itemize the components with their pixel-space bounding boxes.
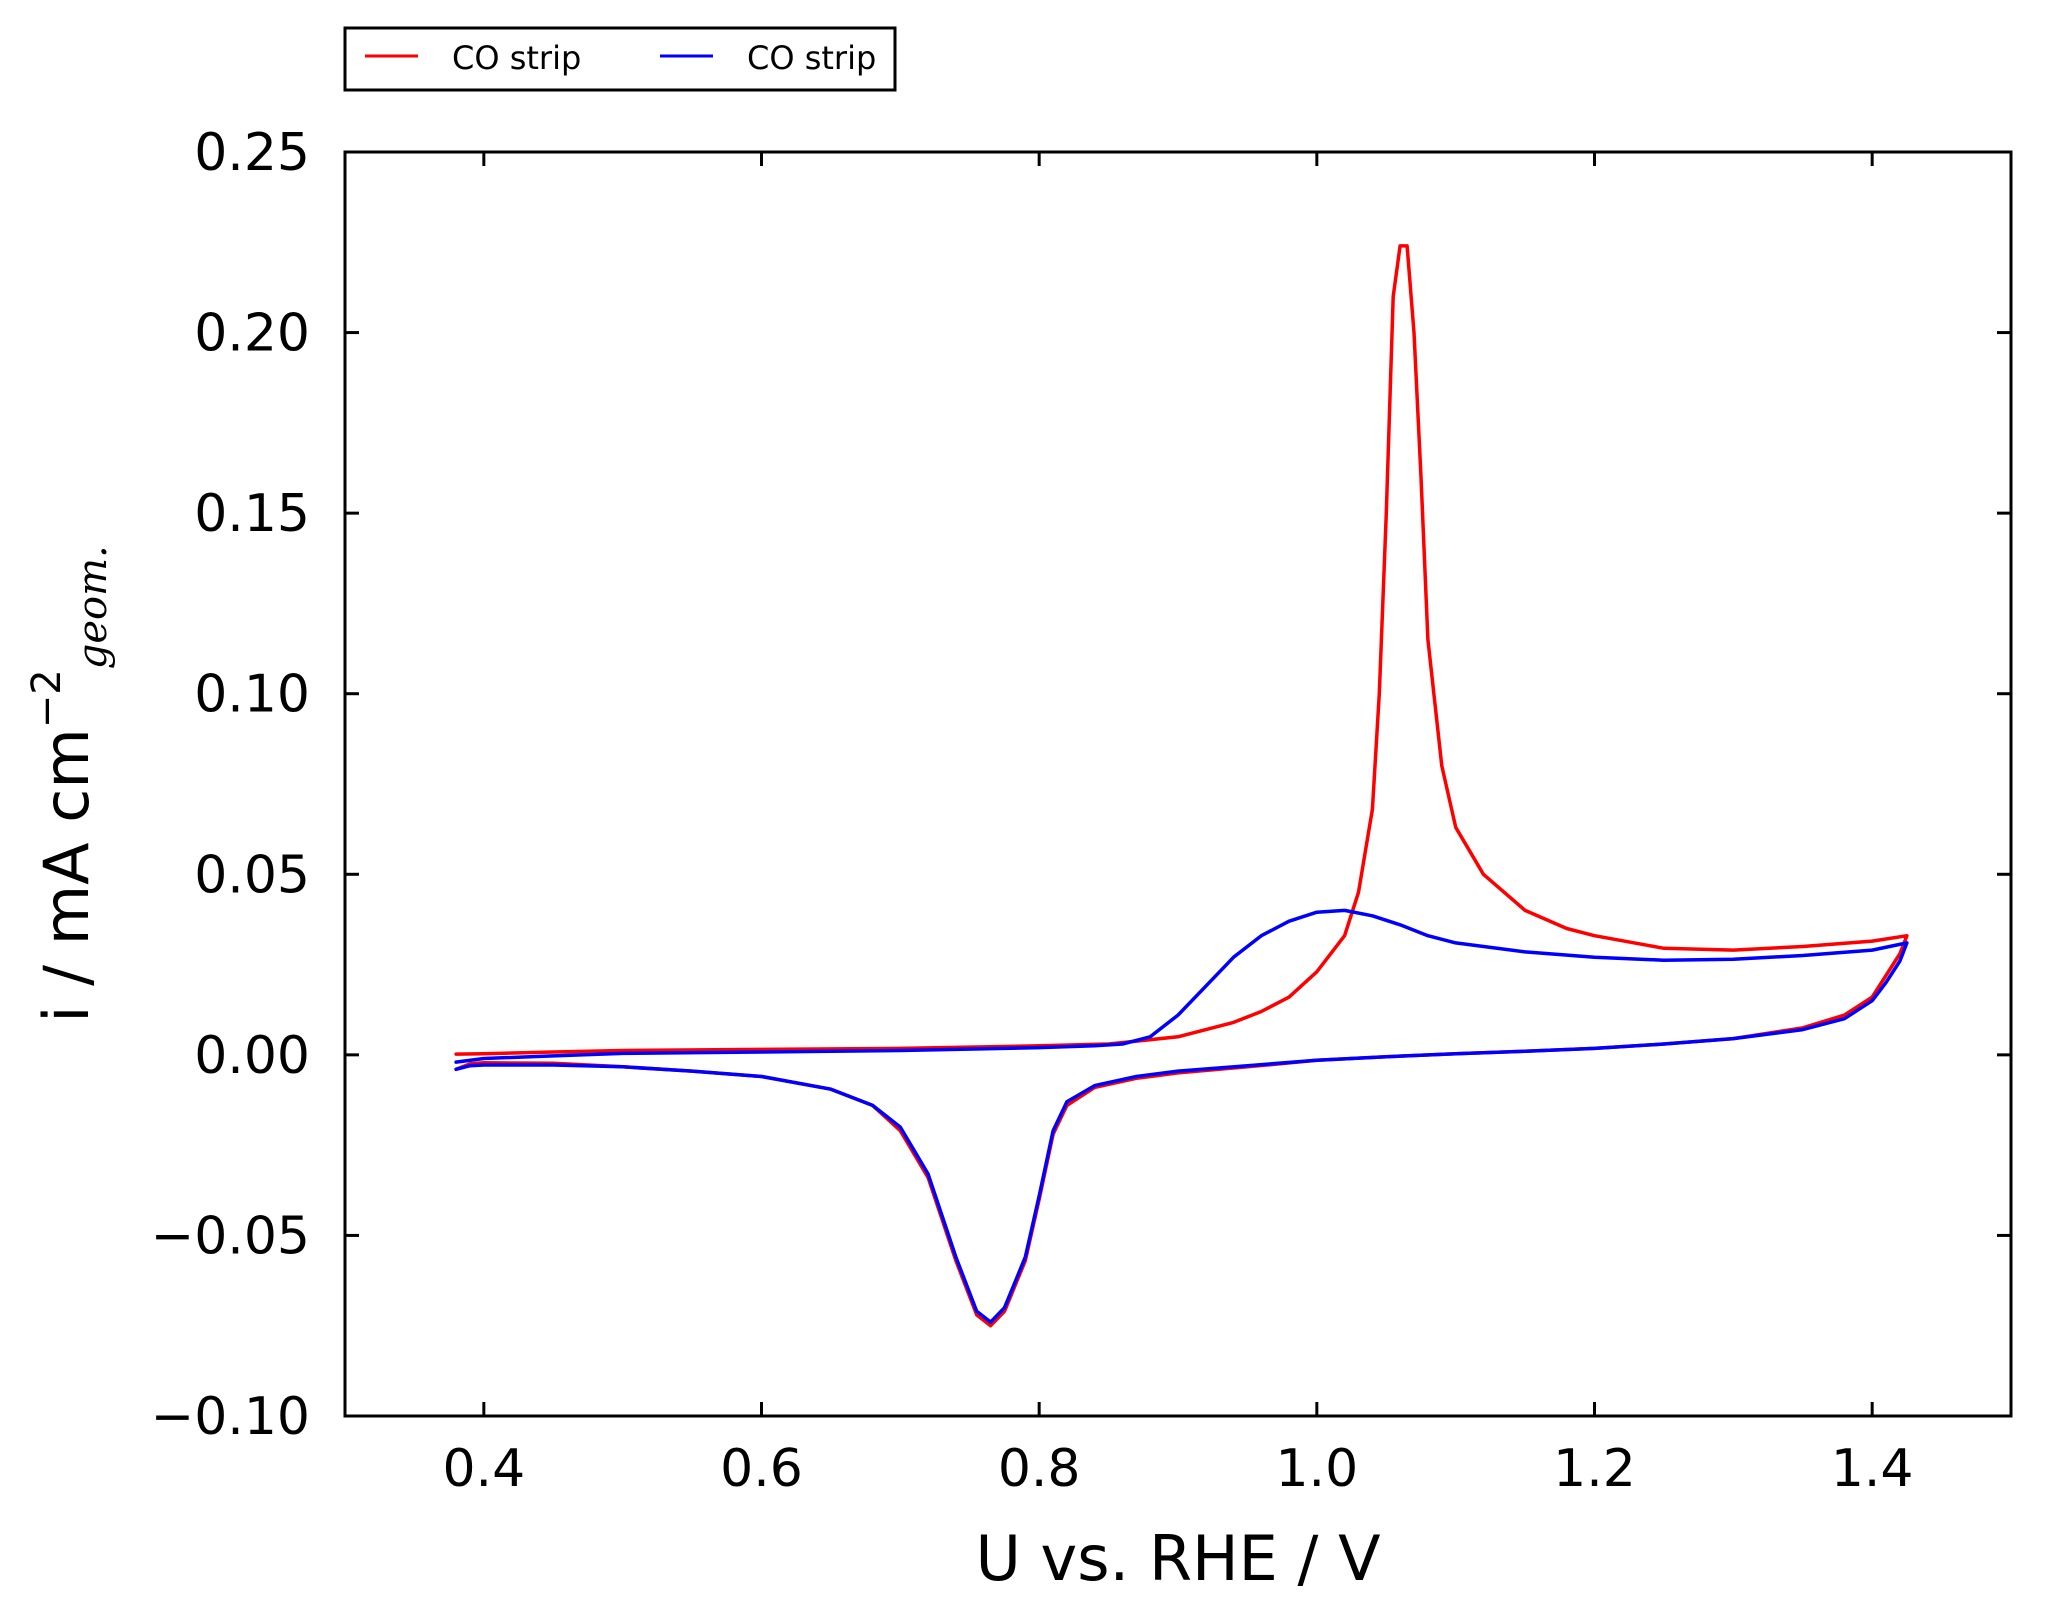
- x-axis-title: U vs. RHE / V: [975, 1522, 1380, 1595]
- legend-label-series-1: CO strip: [452, 39, 581, 77]
- legend-label-series-2: CO strip: [747, 39, 876, 77]
- y-tick-label: −0.10: [151, 1387, 310, 1447]
- x-tick-label: 0.4: [442, 1439, 525, 1499]
- x-tick-label: 0.8: [998, 1439, 1081, 1499]
- x-tick-label: 1.0: [1275, 1439, 1358, 1499]
- y-tick-label: 0.20: [194, 304, 310, 364]
- series-line-1: [454, 244, 1909, 1328]
- x-tick-label: 1.2: [1553, 1439, 1636, 1499]
- y-tick-label: −0.05: [151, 1206, 310, 1266]
- legend: CO strip CO strip: [343, 26, 897, 92]
- y-axis-title: i / mA cm−2geom.: [24, 545, 116, 1023]
- y-tick-label: 0.00: [194, 1026, 310, 1086]
- y-axis-ticks: 0.25 0.20 0.15 0.10 0.05 0.00 −0.05 −0.10: [151, 123, 2011, 1447]
- y-tick-label: 0.15: [194, 484, 310, 544]
- legend-box: [343, 26, 897, 92]
- y-axis-title-superscript: −2: [24, 669, 70, 728]
- x-tick-label: 0.6: [720, 1439, 803, 1499]
- plot-area-frame: [343, 150, 2013, 1418]
- series-line-2: [454, 908, 1909, 1324]
- y-tick-label: 0.05: [194, 845, 310, 905]
- y-axis-title-subscript: geom.: [70, 545, 116, 669]
- x-axis-ticks: 0.4 0.6 0.8 1.0 1.2 1.4: [442, 152, 1914, 1499]
- y-axis-title-main: i / mA cm: [30, 728, 103, 1023]
- y-tick-label: 0.25: [194, 123, 310, 183]
- series-layer: [454, 244, 1909, 1328]
- y-tick-label: 0.10: [194, 665, 310, 725]
- x-tick-label: 1.4: [1831, 1439, 1914, 1499]
